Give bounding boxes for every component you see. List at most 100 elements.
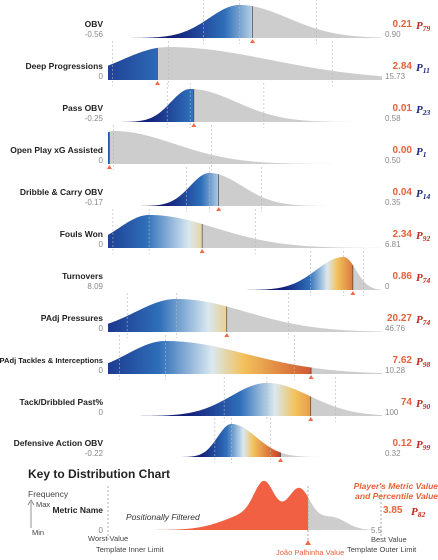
metric-max: 0.90 [385, 30, 401, 39]
metric-max: 0 [385, 282, 390, 291]
metric-value: 0.00 [393, 145, 413, 156]
key-inner-limit: Template Inner Limit [96, 545, 164, 554]
metric-label: Pass OBV [62, 103, 103, 113]
metric-value: 0.12 [393, 438, 413, 449]
percentile-area [108, 131, 110, 164]
key-frequency-label: Frequency [28, 489, 69, 499]
player-marker-icon [224, 333, 230, 337]
percentile-prefix: P [416, 272, 423, 284]
percentile-area [108, 173, 219, 206]
metric-label: Tack/Dribbled Past% [20, 397, 104, 407]
percentile-area [108, 257, 353, 290]
player-marker-icon [278, 458, 284, 462]
key-filtered-note: Positionally Filtered [126, 512, 200, 522]
metric-max: 10.28 [385, 366, 406, 375]
metric-value: 7.62 [393, 355, 413, 366]
key-grey-distribution [108, 480, 382, 530]
metric-value: 0.86 [393, 271, 413, 282]
key-zero: 0 [99, 526, 104, 535]
arrow-up-icon [27, 499, 35, 506]
percentile-prefix: P [416, 104, 423, 116]
metric-value: 20.27 [387, 313, 412, 324]
metric-row: Dribble & Carry OBV-0.17 0.040.35 P14 [20, 167, 430, 212]
player-marker-icon [308, 417, 314, 421]
percentile-prefix: P [416, 398, 423, 410]
percentile-area [108, 89, 194, 122]
metric-min: 8.09 [87, 282, 103, 291]
player-marker-icon [191, 123, 197, 127]
percentile-area [108, 299, 227, 332]
percentile-prefix: P [416, 188, 423, 200]
metric-label: Fouls Won [60, 229, 103, 239]
key-max-label: Max [36, 500, 50, 509]
percentile-area [108, 424, 281, 457]
metric-label: Dribble & Carry OBV [20, 187, 103, 197]
percentile-area [108, 383, 311, 416]
percentile-value: 90 [423, 402, 431, 411]
key-metric-name: Metric Name [52, 505, 103, 515]
key-title: Key to Distribution Chart [28, 467, 170, 481]
percentile-value: 99 [423, 443, 431, 452]
key-best-value: Best Value [371, 535, 407, 544]
metric-row: Defensive Action OBV-0.22 0.120.32 P99 [14, 418, 430, 463]
percentile-prefix: P [416, 62, 423, 74]
percentile-value: 23 [422, 108, 431, 117]
percentile-area [108, 215, 203, 248]
percentile-value: 11 [423, 66, 430, 75]
metric-label: Turnovers [62, 271, 103, 281]
metric-max: 0.35 [385, 198, 401, 207]
player-marker-icon [216, 207, 222, 211]
percentile-value: 79 [423, 24, 431, 33]
player-marker-icon [250, 39, 256, 43]
metric-value: 74 [401, 397, 413, 408]
key-min-label: Min [32, 528, 44, 537]
metric-min: -0.56 [85, 30, 104, 39]
metric-percentile: P92 [416, 230, 430, 243]
player-marker-icon [308, 375, 314, 379]
metric-percentile: P1 [416, 146, 426, 159]
percentile-prefix: P [416, 439, 423, 451]
metric-max: 0.58 [385, 114, 401, 123]
key-example-value: 3.85 [383, 505, 403, 516]
metric-label: Defensive Action OBV [14, 438, 104, 448]
key-player-label-line1: Player's Metric Value [354, 481, 438, 491]
player-marker-icon [106, 165, 112, 169]
metric-row: OBV-0.56 0.210.90 P79 [85, 0, 430, 44]
distribution-area [108, 89, 382, 122]
metric-value: 0.04 [393, 187, 413, 198]
metric-value: 2.84 [393, 61, 413, 72]
key-example-percentile: P82 [411, 506, 425, 519]
metric-percentile: P23 [416, 104, 430, 117]
percentile-prefix: P [416, 314, 423, 326]
player-marker-icon [199, 249, 205, 253]
metric-percentile: P79 [416, 20, 430, 33]
metric-max: 0.50 [385, 156, 401, 165]
key-best-max: 5.5 [371, 526, 383, 535]
metric-percentile: P14 [416, 188, 430, 201]
distribution-area [108, 47, 382, 80]
metric-max: 15.73 [385, 72, 406, 81]
metric-value: 0.21 [393, 19, 413, 30]
metric-min: 0 [99, 72, 104, 81]
metric-max: 100 [385, 408, 399, 417]
metric-percentile: P74 [416, 314, 430, 327]
metric-percentile: P99 [416, 439, 430, 452]
metric-min: 0 [99, 408, 104, 417]
metric-label: OBV [85, 19, 104, 29]
metric-min: -0.17 [85, 198, 104, 207]
percentile-prefix: P [416, 20, 423, 32]
percentile-value: 14 [423, 192, 431, 201]
key-player-marker-icon [305, 540, 311, 545]
key-player-name: João Palhinha Value [276, 548, 344, 557]
metric-min: -0.25 [85, 114, 104, 123]
metric-min: 0 [99, 240, 104, 249]
key-example-percentile-value: 82 [418, 510, 426, 519]
